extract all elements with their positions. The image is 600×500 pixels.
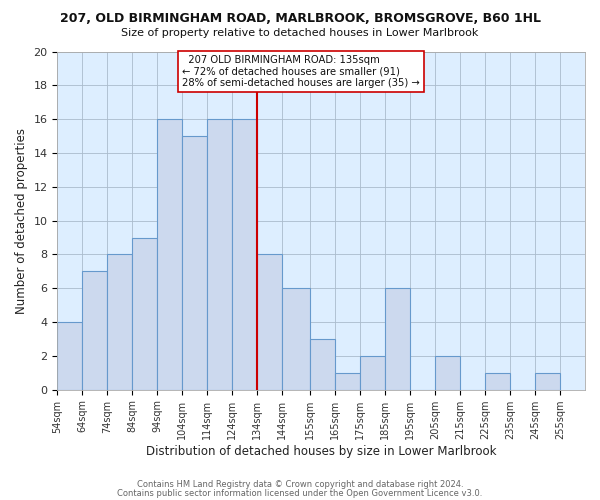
Bar	[107, 254, 133, 390]
Bar	[208, 119, 232, 390]
X-axis label: Distribution of detached houses by size in Lower Marlbrook: Distribution of detached houses by size …	[146, 444, 496, 458]
Bar	[157, 119, 182, 390]
Bar	[360, 356, 385, 390]
Bar	[58, 322, 82, 390]
Text: 207, OLD BIRMINGHAM ROAD, MARLBROOK, BROMSGROVE, B60 1HL: 207, OLD BIRMINGHAM ROAD, MARLBROOK, BRO…	[59, 12, 541, 26]
Bar	[182, 136, 208, 390]
Bar	[435, 356, 460, 390]
Text: Contains public sector information licensed under the Open Government Licence v3: Contains public sector information licen…	[118, 488, 482, 498]
Bar	[133, 238, 157, 390]
Bar	[82, 272, 107, 390]
Y-axis label: Number of detached properties: Number of detached properties	[15, 128, 28, 314]
Bar	[485, 373, 510, 390]
Bar	[283, 288, 310, 390]
Bar	[385, 288, 410, 390]
Bar	[232, 119, 257, 390]
Bar	[257, 254, 283, 390]
Text: Contains HM Land Registry data © Crown copyright and database right 2024.: Contains HM Land Registry data © Crown c…	[137, 480, 463, 489]
Text: 207 OLD BIRMINGHAM ROAD: 135sqm
← 72% of detached houses are smaller (91)
28% of: 207 OLD BIRMINGHAM ROAD: 135sqm ← 72% of…	[182, 55, 420, 88]
Bar	[535, 373, 560, 390]
Bar	[310, 339, 335, 390]
Text: Size of property relative to detached houses in Lower Marlbrook: Size of property relative to detached ho…	[121, 28, 479, 38]
Bar	[335, 373, 360, 390]
